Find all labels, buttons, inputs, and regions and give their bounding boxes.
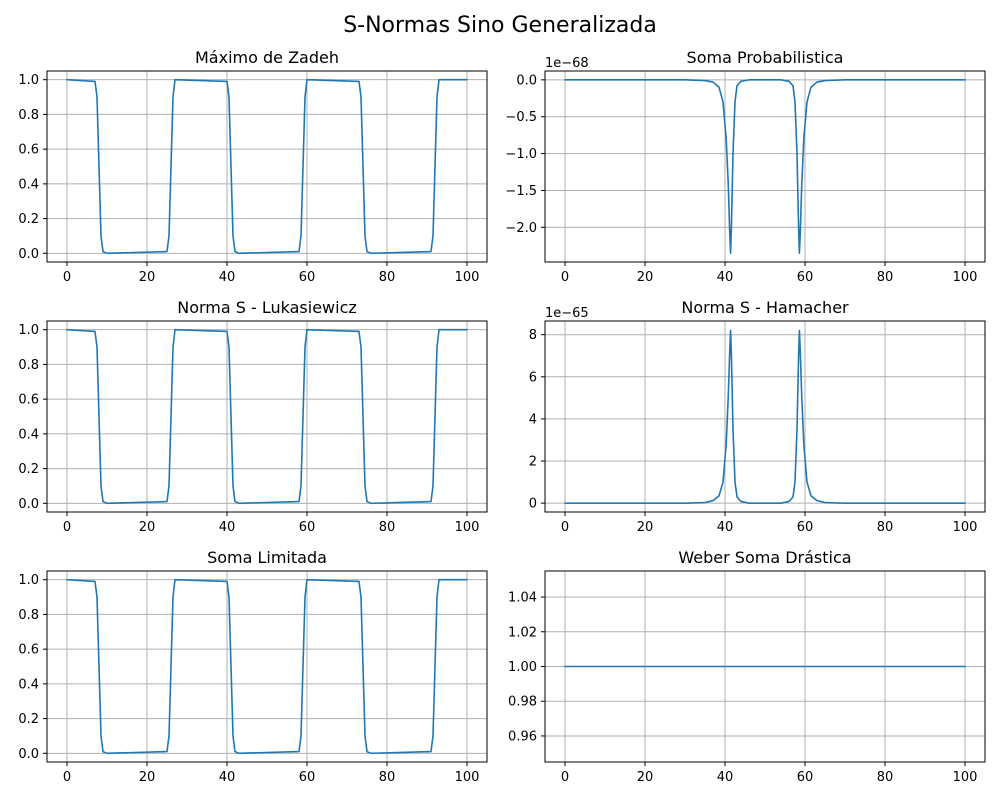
axes-frame [46, 320, 488, 513]
series-line [66, 328, 468, 505]
subplot-2: Soma Probabilistica 0 20 40 60 80 100 0.0 −0.5 −1… [505, 48, 986, 285]
y-tick-label: 0.4 [18, 427, 39, 442]
y-tick-label: 0.2 [18, 712, 39, 727]
figure-title: S-Normas Sino Generalizada [343, 13, 657, 38]
y-tick-label: 6 [529, 370, 537, 385]
series-line [564, 329, 966, 504]
x-tick-label: 80 [379, 270, 396, 285]
y-tick-label: 1.0 [18, 323, 39, 338]
y-tick-label: 0.96 [508, 729, 537, 744]
x-tick-label: 60 [797, 270, 814, 285]
x-tick-label: 60 [299, 770, 316, 785]
y-tick-label: 1.0 [18, 573, 39, 588]
x-tick-label: 60 [299, 520, 316, 535]
y-tick-label: 0.6 [18, 143, 39, 158]
x-tick-label: 0 [63, 520, 71, 535]
y-tick-label: 0.8 [18, 608, 39, 623]
x-tick-label: 0 [63, 770, 71, 785]
y-tick-label: 0.0 [18, 747, 39, 762]
series-line [564, 79, 966, 254]
series-line [66, 78, 468, 255]
y-tick-label: 0.4 [18, 177, 39, 192]
axes-frame [544, 570, 986, 763]
y-tick-label: 1.04 [508, 591, 537, 606]
y-tick-label: 0.0 [18, 497, 39, 512]
y-tick-label: −0.5 [505, 110, 537, 125]
x-tick-label: 20 [637, 520, 654, 535]
x-tick-label: 60 [797, 520, 814, 535]
subplot-3: Norma S - Lukasiewicz 0 20 40 60 80 100 0.0 0.2 0… [18, 298, 488, 535]
y-offset-label: 1e−68 [545, 56, 589, 71]
y-tick-label: 0 [529, 497, 537, 512]
x-tick-label: 100 [953, 520, 978, 535]
x-tick-label: 100 [953, 770, 978, 785]
x-tick-label: 80 [877, 270, 894, 285]
x-tick-label: 100 [953, 270, 978, 285]
subplot-title: Soma Probabilistica [687, 48, 844, 67]
axes-frame [544, 70, 986, 263]
y-tick-label: 0.2 [18, 462, 39, 477]
y-tick-label: 2 [529, 455, 537, 470]
x-tick-label: 40 [717, 770, 734, 785]
x-tick-label: 80 [379, 520, 396, 535]
y-tick-label: 1.00 [508, 660, 537, 675]
y-tick-label: 0.6 [18, 643, 39, 658]
y-tick-label: −2.0 [505, 221, 537, 236]
y-tick-label: 0.4 [18, 677, 39, 692]
y-tick-label: 0.0 [516, 73, 537, 88]
x-tick-label: 80 [379, 770, 396, 785]
x-tick-label: 40 [219, 270, 236, 285]
y-tick-label: 0.6 [18, 393, 39, 408]
subplot-4: Norma S - Hamacher 0 20 40 60 80 100 0 2 4 6 8 1e−65 [529, 298, 986, 535]
axes-frame [544, 320, 986, 513]
y-tick-label: 8 [529, 328, 537, 343]
y-tick-label: 4 [529, 412, 537, 427]
y-offset-label: 1e−65 [545, 306, 589, 321]
x-tick-label: 0 [561, 770, 569, 785]
subplot-title: Weber Soma Drástica [678, 548, 851, 567]
y-tick-label: 1.02 [508, 625, 537, 640]
subplot-title: Norma S - Lukasiewicz [177, 298, 357, 317]
y-tick-label: 0.8 [18, 108, 39, 123]
y-tick-label: 0.2 [18, 212, 39, 227]
subplot-1: Máximo de Zadeh 0 20 40 60 80 100 0.0 0.2 0.4 0.6 0… [18, 48, 488, 285]
x-tick-label: 40 [219, 770, 236, 785]
x-tick-label: 20 [637, 770, 654, 785]
x-tick-label: 20 [637, 270, 654, 285]
x-tick-label: 20 [139, 520, 156, 535]
x-tick-label: 40 [717, 270, 734, 285]
x-tick-label: 100 [455, 270, 480, 285]
x-tick-label: 100 [455, 520, 480, 535]
x-tick-label: 0 [561, 520, 569, 535]
x-tick-label: 60 [797, 770, 814, 785]
x-tick-label: 40 [219, 520, 236, 535]
x-tick-label: 20 [139, 770, 156, 785]
y-tick-label: 0.8 [18, 358, 39, 373]
x-tick-label: 80 [877, 520, 894, 535]
x-tick-label: 0 [561, 270, 569, 285]
y-tick-label: −1.5 [505, 184, 537, 199]
x-tick-label: 20 [139, 270, 156, 285]
axes-frame [46, 570, 488, 763]
subplot-5: Soma Limitada 0 20 40 60 80 100 0.0 0.2 0.4 0.6 0.8… [18, 548, 488, 785]
subplot-title: Soma Limitada [207, 548, 327, 567]
x-tick-label: 0 [63, 270, 71, 285]
y-tick-label: 0.98 [508, 695, 537, 710]
x-tick-label: 80 [877, 770, 894, 785]
y-tick-label: −1.0 [505, 147, 537, 162]
subplot-6: Weber Soma Drástica 0 20 40 60 80 100 0.96 0.98 1… [508, 548, 986, 785]
subplot-title: Norma S - Hamacher [681, 298, 849, 317]
x-tick-label: 100 [455, 770, 480, 785]
x-tick-label: 40 [717, 520, 734, 535]
y-tick-label: 0.0 [18, 247, 39, 262]
series-line [66, 578, 468, 755]
y-tick-label: 1.0 [18, 73, 39, 88]
x-tick-label: 60 [299, 270, 316, 285]
axes-frame [46, 70, 488, 263]
subplot-title: Máximo de Zadeh [195, 48, 339, 67]
